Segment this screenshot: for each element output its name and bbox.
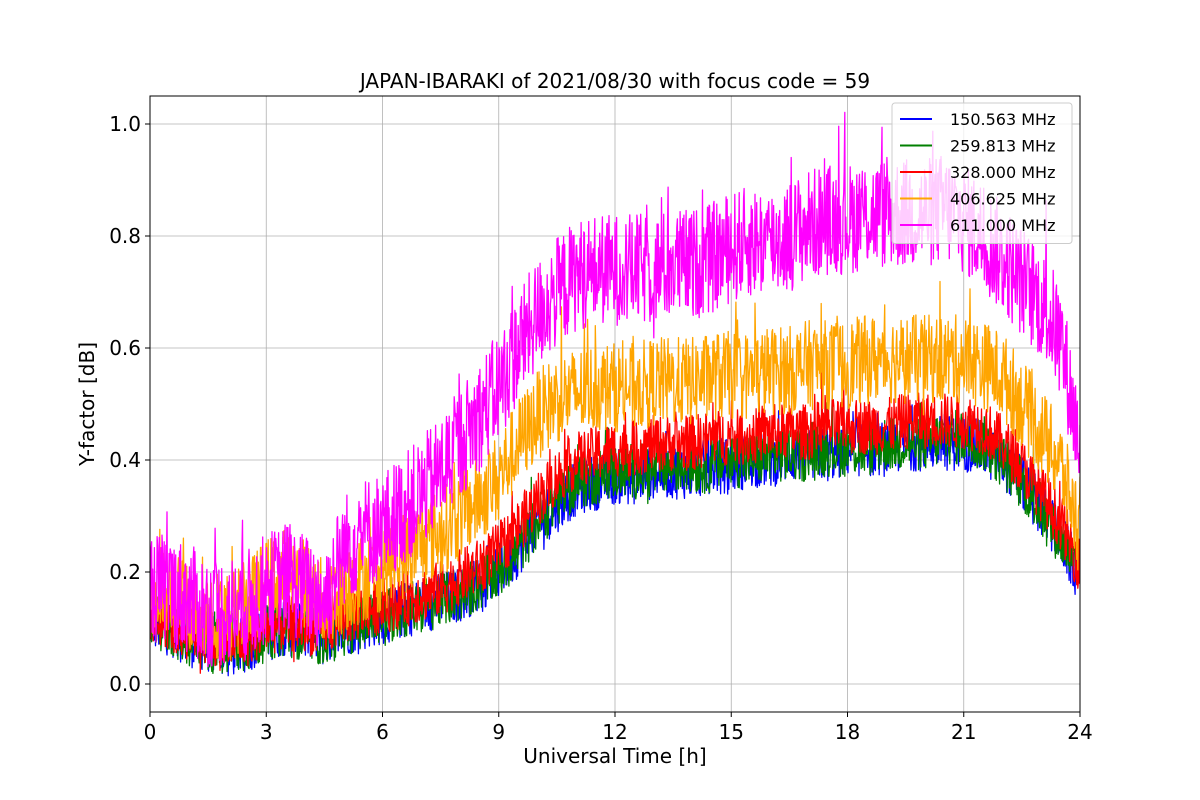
y-tick-label: 0.8 bbox=[109, 224, 141, 248]
chart-title: JAPAN-IBARAKI of 2021/08/30 with focus c… bbox=[358, 69, 870, 93]
y-tick-label: 0.0 bbox=[109, 672, 141, 696]
legend-entry: 406.625 MHz bbox=[950, 190, 1055, 209]
legend-box bbox=[891, 102, 1073, 244]
y-tick-label: 0.2 bbox=[109, 560, 141, 584]
legend-entry: 150.563 MHz bbox=[950, 110, 1055, 129]
legend-entry: 328.000 MHz bbox=[950, 163, 1055, 182]
y-axis-label: Y-factor [dB] bbox=[75, 342, 99, 467]
x-tick-label: 18 bbox=[835, 720, 860, 744]
x-tick-label: 15 bbox=[719, 720, 744, 744]
x-tick-label: 6 bbox=[376, 720, 389, 744]
x-tick-label: 3 bbox=[260, 720, 273, 744]
x-tick-label: 21 bbox=[951, 720, 976, 744]
y-tick-label: 1.0 bbox=[109, 112, 141, 136]
legend-entry: 259.813 MHz bbox=[950, 137, 1055, 156]
y-tick-label: 0.4 bbox=[109, 448, 141, 472]
legend-entry: 611.000 MHz bbox=[950, 216, 1055, 235]
x-axis-label: Universal Time [h] bbox=[523, 744, 706, 768]
axis-ticks: 0 3 6 9 12 15 18 21 24 0.0 0.2 0.4 0.6 0.8 1.0 bbox=[109, 112, 1093, 744]
y-tick-label: 0.6 bbox=[109, 336, 141, 360]
x-tick-label: 12 bbox=[602, 720, 627, 744]
series-line-2 bbox=[150, 372, 1080, 674]
legend: 150.563 MHz 259.813 MHz 328.000 MHz 406.625… bbox=[891, 102, 1073, 244]
x-tick-label: 24 bbox=[1067, 720, 1092, 744]
x-tick-label: 0 bbox=[144, 720, 157, 744]
x-tick-label: 9 bbox=[492, 720, 505, 744]
